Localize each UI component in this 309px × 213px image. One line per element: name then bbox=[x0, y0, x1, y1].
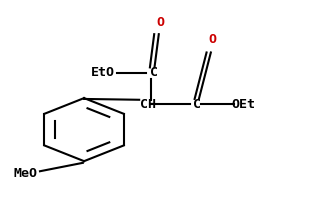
Text: EtO: EtO bbox=[91, 66, 114, 79]
Text: CH: CH bbox=[140, 98, 156, 111]
Text: O: O bbox=[157, 16, 165, 29]
Text: C: C bbox=[150, 66, 158, 79]
Text: C: C bbox=[193, 98, 201, 111]
Text: MeO: MeO bbox=[14, 167, 38, 180]
Text: O: O bbox=[209, 33, 217, 46]
Text: OEt: OEt bbox=[231, 98, 255, 111]
